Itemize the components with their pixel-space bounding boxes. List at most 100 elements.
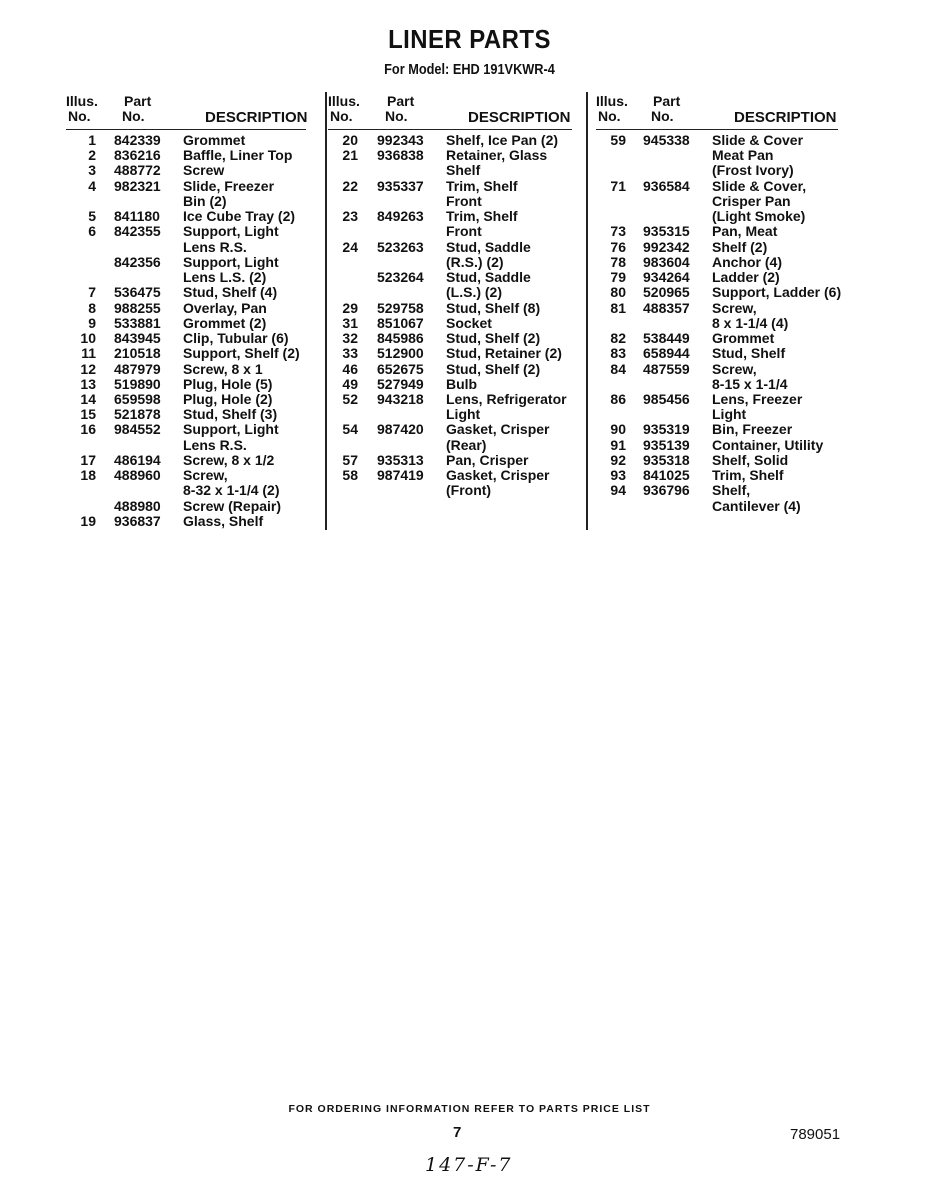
illus-number: 2	[88, 147, 96, 164]
part-number: 992342	[643, 238, 690, 255]
table-row: 59 945338 Slide & Cover Meat Pan (Frost Ivor…	[596, 132, 838, 179]
part-number: 843945	[114, 330, 161, 347]
table-row: 83 658944 Stud, Shelf	[596, 346, 838, 361]
table-row: 488980 Screw (Repair)	[66, 498, 306, 514]
part-description: Grommet	[183, 132, 246, 148]
illus-number: 22	[342, 177, 358, 194]
illus-number: 86	[610, 390, 626, 407]
illus-number: 16	[80, 421, 96, 438]
part-header: Part	[653, 93, 681, 109]
part-description: Support, Shelf (2)	[183, 345, 300, 362]
part-description: Baffle, Liner Top	[183, 147, 293, 164]
part-description: Screw	[183, 162, 225, 179]
part-number: 512900	[377, 345, 424, 362]
illus-number: 6	[88, 223, 96, 240]
part-description: 8 x 1-1/4 (4)	[712, 314, 789, 331]
illus-header: Illus.	[66, 93, 98, 109]
illus-number: 10	[80, 330, 96, 347]
part-number: 985456	[643, 390, 690, 407]
table-row: 8 988255 Overlay, Pan	[66, 300, 306, 316]
table-row: 14 659598 Plug, Hole (2)	[66, 391, 306, 407]
illus-number: 18	[80, 467, 96, 484]
illus-header: Illus.	[328, 93, 360, 109]
illus-number: 93	[610, 467, 626, 484]
table-row: 73 935315 Pan, Meat	[596, 224, 838, 239]
table-row: 20 992343 Shelf, Ice Pan (2)	[328, 132, 572, 148]
illus-number: 13	[80, 375, 96, 392]
illus-number: 24	[342, 238, 358, 255]
table-row: 15 521878 Stud, Shelf (3)	[66, 406, 306, 423]
part-description: Plug, Hole (5)	[183, 375, 273, 392]
illus-number: 71	[610, 177, 626, 194]
part-description: Grommet (2)	[183, 314, 267, 331]
part-number: 992343	[377, 132, 424, 148]
part-description: Lens, Freezer	[712, 390, 803, 407]
part-number: 529758	[377, 299, 424, 316]
part-description: Lens R.S.	[183, 436, 247, 453]
part-description: Slide & Cover	[712, 132, 804, 148]
part-description: Ice Cube Tray (2)	[183, 208, 296, 225]
part-number: 841180	[114, 208, 160, 225]
table-row: 57 935313 Pan, Crisper	[328, 452, 572, 468]
part-number: 842356	[114, 253, 161, 270]
part-number: 519890	[114, 375, 161, 392]
column-header: Illus. No. Part No. DESCRIPTION	[596, 92, 838, 130]
part-number: 987419	[377, 467, 424, 484]
illus-number: 21	[342, 147, 358, 164]
part-description: Meat Pan	[712, 147, 774, 164]
part-number: 210518	[114, 345, 161, 362]
part-number: 521878	[114, 406, 161, 423]
part-number: 945338	[643, 132, 690, 148]
table-row: 90 935319 Bin, Freezer	[596, 422, 838, 437]
part-description: Light	[712, 406, 747, 423]
illus-number: 33	[342, 345, 358, 362]
part-number: 935318	[643, 451, 690, 468]
part-number: 842339	[114, 132, 161, 148]
table-row: 80 520965 Support, Ladder (6)	[596, 285, 841, 300]
illus-header: Illus.	[596, 93, 628, 109]
parts-column: Illus. No. Part No. DESCRIPTION 1 842339 Gromme…	[66, 92, 308, 529]
table-row: 19 936837 Glass, Shelf	[66, 513, 306, 529]
part-description: Shelf, Ice Pan (2)	[446, 132, 559, 148]
part-description: Ladder (2)	[712, 269, 780, 286]
table-row: 93 841025 Trim, Shelf	[596, 467, 838, 484]
part-description: (Frost Ivory)	[712, 162, 794, 179]
column-divider	[325, 92, 327, 530]
part-description: Lens R.S.	[183, 238, 247, 255]
part-number: 488772	[114, 162, 161, 179]
part-description: Screw,	[183, 467, 228, 484]
table-row: 76 992342 Shelf (2)	[596, 238, 838, 255]
part-description: 8-15 x 1-1/4	[712, 375, 788, 392]
table-row: 82 538449 Grommet	[596, 330, 838, 347]
parts-column: Illus. No. Part No. DESCRIPTION 59 945338 Slide…	[596, 92, 841, 514]
illus-number: 3	[88, 162, 96, 179]
part-number: 487979	[114, 360, 161, 377]
part-description: Stud, Shelf (3)	[183, 406, 278, 423]
ordering-note: FOR ORDERING INFORMATION REFER TO PARTS …	[288, 1103, 651, 1115]
part-description: Shelf (2)	[712, 238, 768, 255]
column-header: Illus. No. Part No. DESCRIPTION	[328, 92, 572, 130]
part-description: Pan, Meat	[712, 223, 778, 240]
illus-number: 78	[610, 253, 626, 270]
illus-number: 5	[88, 208, 96, 225]
illus-number: 83	[610, 345, 626, 362]
part-number: 538449	[643, 330, 690, 347]
part-number: 523264	[377, 269, 424, 286]
illus-header: No.	[68, 108, 91, 124]
illus-number: 54	[342, 421, 358, 438]
part-number: 982321	[114, 177, 161, 194]
page-number: 7	[453, 1124, 462, 1141]
illus-number: 29	[342, 299, 358, 316]
part-description: Support, Light	[183, 253, 279, 270]
part-description: Stud, Shelf (8)	[446, 299, 541, 316]
table-row: 13 519890 Plug, Hole (5)	[66, 375, 306, 392]
part-description: Support, Light	[183, 421, 279, 438]
table-row: 16 984552 Support, Light Lens R.S.	[66, 421, 306, 453]
table-row: 6 842355 Support, Light Lens R.S.	[66, 223, 306, 255]
part-description: Crisper Pan	[712, 192, 791, 209]
table-row: 33 512900 Stud, Retainer (2)	[328, 346, 572, 361]
part-description: Screw,	[712, 299, 757, 316]
table-row: 11 210518 Support, Shelf (2)	[66, 346, 306, 361]
part-number: 486194	[114, 451, 161, 468]
illus-number: 15	[80, 406, 96, 423]
